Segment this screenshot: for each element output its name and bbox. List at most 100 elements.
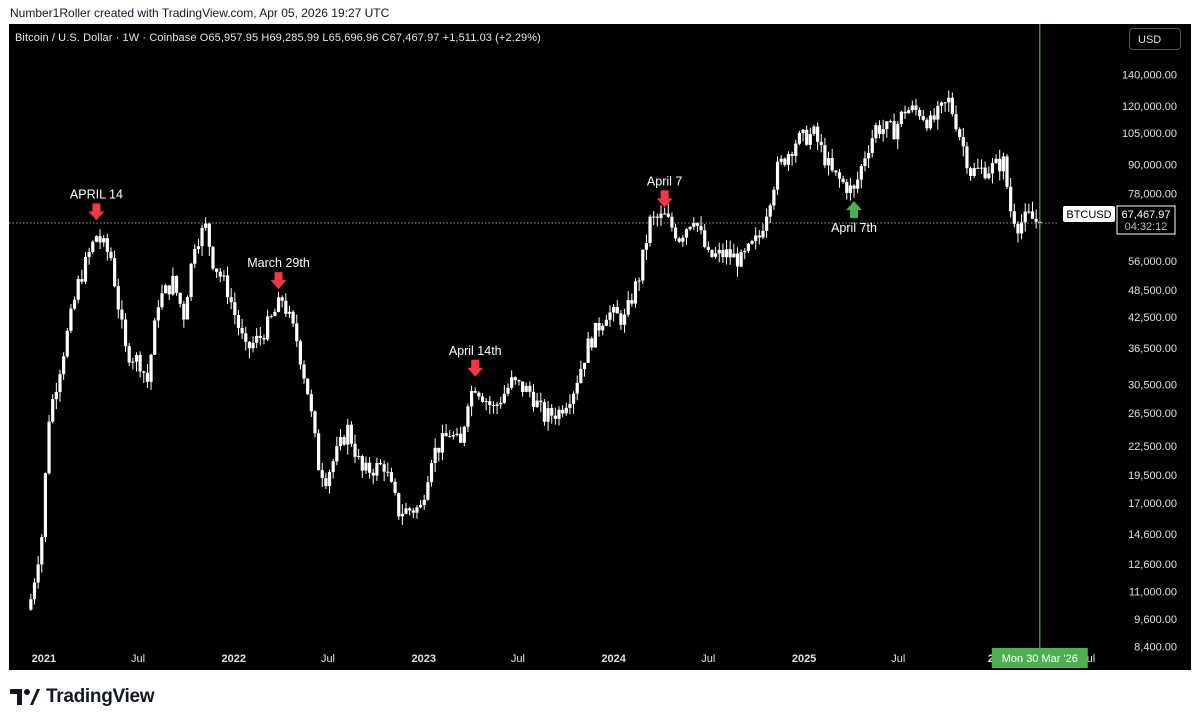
candle-body bbox=[823, 145, 827, 166]
time-tick-label: Jul bbox=[701, 653, 715, 665]
candle-body bbox=[896, 123, 900, 140]
candle-body bbox=[750, 241, 754, 244]
price-chart[interactable]: APRIL 14 March 29th April 14th April 7 April… bbox=[9, 24, 1191, 670]
candle-body bbox=[531, 391, 536, 408]
candle-body bbox=[455, 433, 459, 436]
candle-body bbox=[663, 213, 667, 215]
candle-body bbox=[910, 105, 914, 111]
candle-body bbox=[1012, 211, 1016, 224]
candle-body bbox=[794, 143, 798, 156]
candle-body bbox=[62, 356, 66, 375]
candle-body bbox=[466, 406, 470, 427]
candle-body bbox=[127, 346, 131, 363]
price-axis[interactable]: 140,000.00 120,000.00 105,000.00 90,000.00 7… bbox=[1122, 70, 1177, 654]
candle-body bbox=[958, 129, 962, 137]
currency-button[interactable]: USD bbox=[1129, 28, 1181, 50]
candle-body bbox=[728, 249, 732, 258]
candle-body bbox=[47, 421, 51, 474]
candle-body bbox=[732, 253, 736, 258]
candle-body bbox=[950, 97, 954, 115]
candle-body bbox=[717, 249, 721, 254]
candle-body bbox=[331, 461, 335, 473]
candle-body bbox=[211, 246, 215, 269]
candle-body bbox=[615, 306, 619, 314]
date-tag-text: Mon 30 Mar '26 bbox=[1002, 653, 1078, 665]
candle-body bbox=[229, 297, 233, 303]
candle-body bbox=[928, 115, 933, 129]
candle-body bbox=[517, 380, 521, 382]
candle-body bbox=[735, 253, 740, 267]
price-tag-symbol-box bbox=[1063, 206, 1115, 222]
candle-body bbox=[684, 229, 689, 238]
price-tick-label: 48,500.00 bbox=[1128, 285, 1177, 297]
candle-body bbox=[608, 312, 612, 320]
price-tick-label: 19,500.00 bbox=[1128, 470, 1177, 482]
candle-body bbox=[298, 341, 302, 365]
candle-body bbox=[408, 508, 412, 511]
candle-body bbox=[703, 230, 707, 247]
candle-body bbox=[932, 115, 936, 120]
candle-body bbox=[386, 471, 390, 473]
candle-body bbox=[32, 582, 37, 600]
candle-body bbox=[739, 252, 743, 267]
candle-body bbox=[568, 403, 572, 408]
candle-body bbox=[724, 249, 729, 258]
candle-body bbox=[477, 392, 481, 397]
time-tick-label: Jul bbox=[891, 653, 905, 665]
candle-body bbox=[295, 323, 299, 342]
candle-body bbox=[837, 172, 842, 179]
candle-body bbox=[564, 407, 568, 414]
candle-body bbox=[692, 223, 696, 227]
price-tick-label: 17,000.00 bbox=[1128, 498, 1177, 510]
arrow-down-icon bbox=[88, 203, 105, 221]
candle-body bbox=[612, 306, 616, 313]
candle-body bbox=[652, 216, 656, 218]
candle-body bbox=[102, 238, 106, 243]
annotations: APRIL 14 March 29th April 14th April 7 April… bbox=[70, 174, 877, 377]
candle-body bbox=[768, 205, 772, 217]
candle-body bbox=[743, 250, 747, 253]
candle-body bbox=[972, 168, 976, 176]
candle-body bbox=[622, 314, 627, 325]
price-tick-label: 120,000.00 bbox=[1122, 101, 1177, 113]
candle-body bbox=[418, 504, 423, 508]
candle-body bbox=[43, 473, 48, 538]
price-tick-label: 12,600.00 bbox=[1128, 559, 1177, 571]
candle-body bbox=[269, 316, 273, 318]
candle-body bbox=[251, 342, 255, 349]
candle-body bbox=[29, 599, 33, 610]
candle-body bbox=[648, 216, 652, 243]
candle-body bbox=[404, 508, 408, 514]
candle-body bbox=[819, 141, 823, 146]
candle-body bbox=[546, 408, 550, 422]
time-tick-label: 2021 bbox=[32, 653, 56, 665]
candle-body bbox=[258, 335, 262, 339]
candle-body bbox=[765, 216, 769, 231]
candle-body bbox=[994, 158, 998, 164]
annotation-label: April 14th bbox=[449, 344, 502, 358]
candle-body bbox=[597, 322, 601, 331]
candle-body bbox=[375, 462, 379, 476]
candle-body bbox=[561, 409, 565, 414]
price-tick-label: 11,000.00 bbox=[1129, 587, 1177, 599]
candle-body bbox=[459, 433, 463, 443]
candle-body bbox=[36, 564, 40, 583]
candle-body bbox=[539, 400, 543, 403]
candle-body bbox=[947, 97, 951, 103]
candle-body bbox=[142, 371, 146, 373]
candle-body bbox=[757, 235, 761, 238]
chart-panel[interactable]: Bitcoin / U.S. Dollar · 1W · Coinbase O6… bbox=[9, 24, 1191, 670]
annotation-label: April 7 bbox=[647, 174, 682, 188]
candle-body bbox=[826, 158, 831, 166]
candle-body bbox=[280, 297, 284, 301]
candle-body bbox=[754, 235, 758, 242]
candle-body bbox=[327, 472, 332, 487]
candle-body bbox=[473, 390, 477, 393]
time-tick-label: Jul bbox=[321, 653, 335, 665]
price-tag-symbol: BTCUSD bbox=[1066, 209, 1111, 221]
candle-body bbox=[637, 280, 641, 282]
time-axis[interactable]: 2021Jul2022Jul2023Jul2024Jul2025Jul20Jul bbox=[32, 653, 1096, 665]
tradingview-logo-icon bbox=[10, 689, 40, 705]
candle-body bbox=[360, 456, 364, 471]
candle-body bbox=[273, 311, 277, 317]
